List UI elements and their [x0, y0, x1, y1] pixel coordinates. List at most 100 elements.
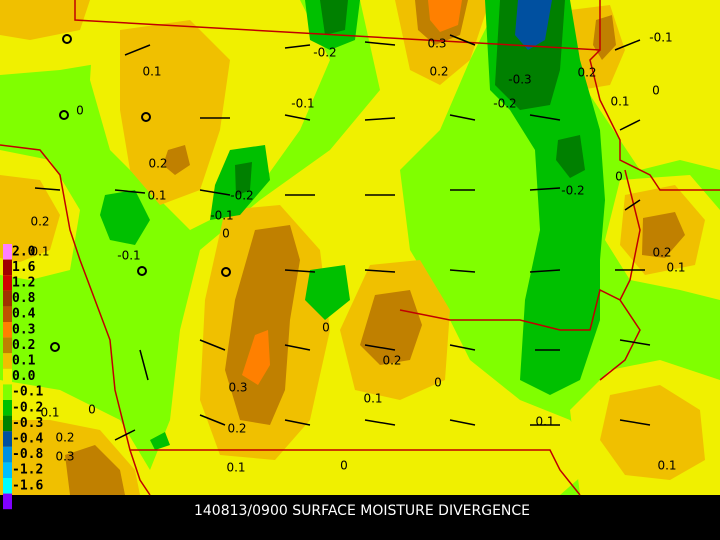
legend-label: -2.0 [12, 494, 43, 509]
legend-swatch [3, 337, 12, 354]
map-shape [0, 175, 60, 262]
legend-swatch [3, 431, 12, 447]
contour-label: 0.2 [652, 246, 671, 260]
legend-label: 0.0 [12, 369, 36, 384]
contour-label: 0.2 [382, 354, 401, 368]
legend-swatch [3, 368, 12, 385]
legend-label: -0.2 [12, 400, 43, 415]
legend-label: 0.4 [12, 307, 36, 322]
map-shape [120, 20, 230, 205]
contour-label: 0 [322, 321, 330, 335]
legend-swatch [3, 290, 12, 307]
wind-barbs [34, 34, 651, 441]
contour-label: 0 [340, 459, 348, 473]
caption: 140813/0900 SURFACE MOISTURE DIVERGENCE [194, 503, 530, 519]
legend-label: 1.2 [12, 276, 35, 291]
contour-label: -0.1 [117, 249, 140, 263]
legend-swatch [3, 446, 12, 463]
contour-label: 0 [615, 170, 623, 184]
contour-label: 0 [222, 227, 230, 241]
legend-label: -0.3 [12, 416, 43, 431]
legend-swatch [3, 322, 12, 338]
map-shape [100, 190, 150, 245]
legend-label: -0.8 [12, 447, 43, 462]
legend-swatch [3, 493, 12, 510]
contour-label: 0.1 [40, 406, 59, 420]
legend-label: 2.0 [12, 244, 36, 259]
map-element [221, 267, 231, 277]
contour-label: 0.3 [228, 381, 247, 395]
map-shape [34, 34, 651, 441]
map-shape [600, 385, 705, 480]
map-element [50, 342, 60, 352]
contour-label: 0.2 [30, 215, 49, 229]
map-shape [0, 0, 720, 496]
map-shape [556, 135, 585, 178]
map-element [141, 112, 151, 122]
contour-label: -0.2 [230, 189, 253, 203]
contour-label: 0.1 [147, 189, 166, 203]
contour-label: 0 [76, 104, 84, 118]
contour-label: 0.1 [363, 392, 382, 406]
field [0, 0, 720, 495]
contour-labels: 0.1 -0.2 0.3 0.2 -0.3 0.2 -0.1 0.1 0 0 -0.1 -0.2 0.2… [30, 31, 685, 475]
state-borders [0, 0, 720, 496]
contour-label: -0.3 [508, 73, 531, 87]
legend-swatch [3, 462, 12, 478]
legend-label: 0.1 [12, 354, 36, 369]
map-shape [593, 15, 616, 60]
contour-label: -0.1 [210, 209, 233, 223]
contour-label: 0.2 [429, 65, 448, 79]
map-shape [65, 445, 125, 495]
contour-label: 0.1 [610, 95, 629, 109]
legend-swatch [3, 478, 12, 494]
map-shape [150, 432, 170, 450]
map-shape [0, 0, 90, 40]
legend-label: 0.8 [12, 291, 36, 306]
legend-swatch [3, 275, 12, 291]
contour-label: -0.2 [561, 184, 584, 198]
contour-label: 0.2 [227, 422, 246, 436]
legend-swatch [3, 244, 12, 260]
map-shape [642, 212, 685, 258]
legend-swatch [3, 259, 12, 276]
contour-label: 0.3 [427, 37, 446, 51]
legend-label: 0.2 [12, 338, 35, 353]
legend-swatch [3, 353, 12, 369]
legend-swatch [3, 306, 12, 322]
contour-label: -0.1 [649, 31, 672, 45]
contour-label: 0.2 [148, 157, 167, 171]
contour-label: 0 [652, 84, 660, 98]
contour-label: 0.2 [577, 66, 596, 80]
legend-label: 0.3 [12, 322, 35, 337]
contour-label: 0.1 [226, 461, 245, 475]
legend-label: 1.6 [12, 260, 36, 275]
contour-label: -0.2 [493, 97, 516, 111]
stations [50, 34, 231, 352]
legend: 2.01.61.20.80.40.30.20.10.0-0.1-0.2-0.3-… [3, 244, 43, 510]
map-shape [235, 162, 252, 196]
legend-swatch [3, 415, 12, 432]
map-shape [515, 0, 552, 50]
contour-label: -0.2 [313, 46, 336, 60]
contour-label: 0.1 [535, 415, 554, 429]
legend-label: -0.4 [12, 432, 43, 447]
map-element [62, 34, 72, 44]
legend-swatch [3, 400, 12, 416]
contour-label: 0.1 [657, 459, 676, 473]
map-element [59, 110, 69, 120]
map-shape [495, 0, 565, 110]
contour-label: 0.1 [666, 261, 685, 275]
legend-label: -0.1 [12, 385, 43, 400]
map-shape [305, 265, 350, 320]
contour-label: 0.2 [55, 431, 74, 445]
contour-label: 0.3 [55, 450, 74, 464]
map-shape [242, 330, 270, 385]
map-element [137, 266, 147, 276]
legend-swatch [3, 384, 12, 400]
map-shape [163, 145, 190, 175]
contour-label: 0 [434, 376, 442, 390]
legend-label: -1.2 [12, 463, 43, 478]
contour-label: 0 [88, 403, 96, 417]
map-shape [428, 0, 462, 32]
